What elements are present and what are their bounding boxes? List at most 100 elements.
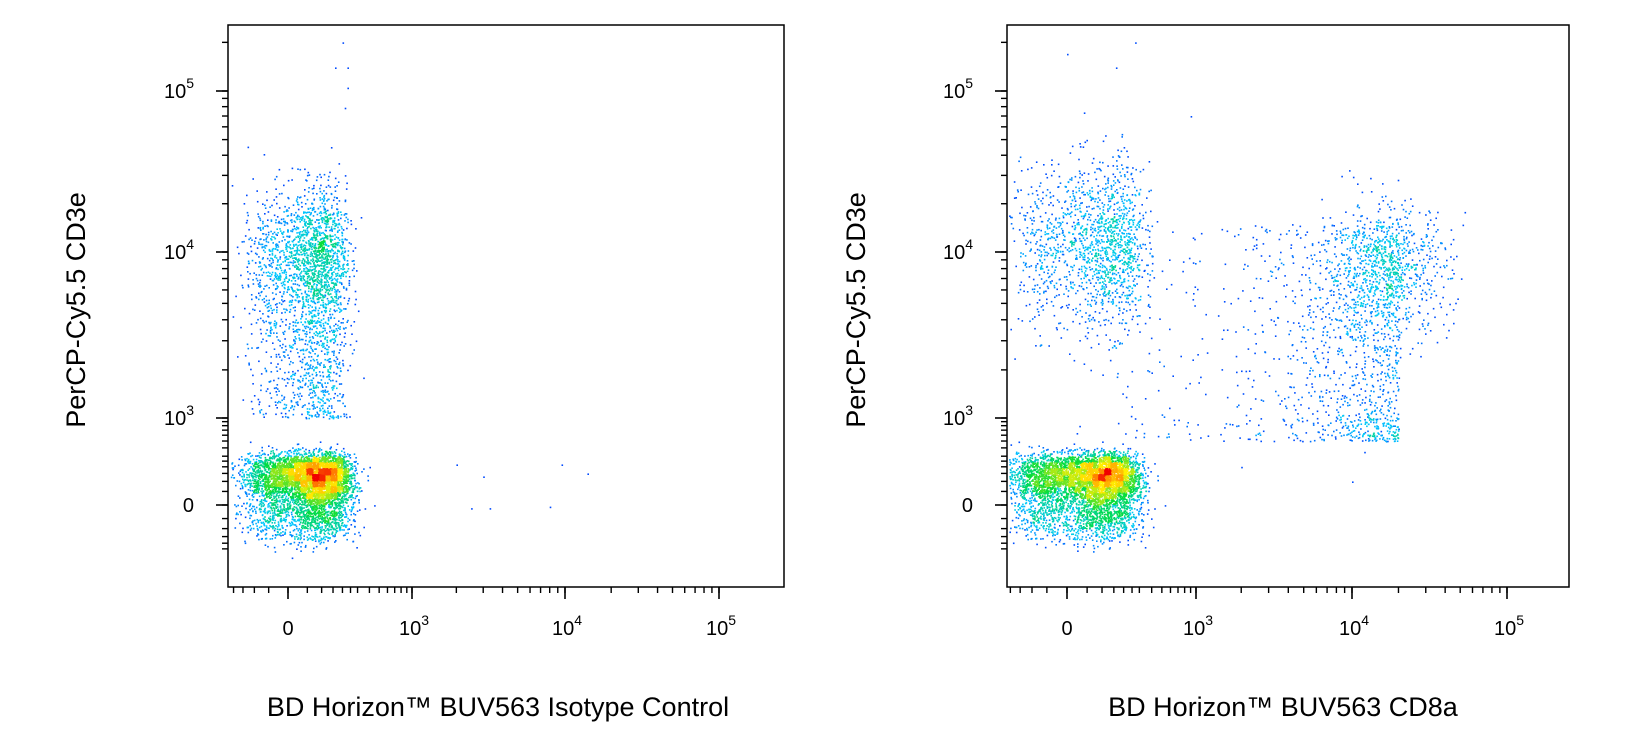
- event-dot: [273, 322, 276, 325]
- event-dot: [272, 452, 275, 454]
- event-dot: [259, 262, 261, 264]
- event-dot: [338, 501, 340, 503]
- event-dot: [316, 359, 318, 361]
- event-dot: [317, 288, 319, 291]
- event-dot: [341, 232, 344, 235]
- event-dot: [324, 270, 326, 272]
- event-dot: [312, 258, 314, 260]
- event-dot: [339, 528, 341, 530]
- event-dot: [255, 489, 258, 492]
- event-dot: [347, 218, 349, 221]
- event-dot: [327, 252, 330, 255]
- event-dot: [306, 216, 308, 218]
- event-dot: [350, 324, 352, 327]
- event-dot: [343, 287, 345, 289]
- event-dot: [321, 509, 323, 511]
- event-dot: [277, 500, 279, 503]
- event-dot: [259, 467, 261, 469]
- event-dot: [303, 460, 305, 462]
- event-dot: [275, 356, 278, 358]
- event-dot: [339, 244, 341, 247]
- event-dot: [355, 486, 357, 489]
- event-dot: [239, 470, 242, 473]
- event-dot: [278, 515, 281, 517]
- event-dot: [320, 340, 322, 342]
- event-dot: [297, 328, 300, 331]
- event-dot: [299, 360, 302, 363]
- event-dot: [304, 384, 306, 386]
- event-dot: [231, 462, 234, 464]
- event-dot: [317, 526, 320, 528]
- event-dot: [300, 497, 302, 500]
- event-dot: [254, 482, 256, 485]
- event-dot: [345, 289, 348, 291]
- event-dot: [283, 500, 286, 503]
- event-dot: [283, 224, 286, 226]
- event-dot: [289, 261, 291, 264]
- event-dot: [331, 451, 333, 453]
- event-dot: [249, 525, 251, 527]
- event-dot: [328, 376, 331, 378]
- event-dot: [279, 279, 281, 281]
- event-dot: [256, 200, 259, 203]
- event-dot: [258, 470, 260, 473]
- event-dot: [334, 268, 336, 271]
- event-dot: [319, 528, 322, 531]
- event-dot: [287, 287, 289, 289]
- event-dot: [354, 533, 356, 535]
- event-dot: [276, 526, 279, 528]
- event-dot: [330, 405, 333, 407]
- event-dot: [311, 207, 314, 210]
- event-dot: [296, 535, 298, 538]
- event-dot: [259, 279, 262, 282]
- event-dot: [235, 513, 238, 516]
- event-dot: [262, 462, 264, 465]
- event-dot: [335, 334, 338, 337]
- event-dot: [255, 476, 257, 479]
- event-dot: [336, 255, 338, 257]
- event-dot: [282, 519, 285, 521]
- event-dot: [330, 282, 333, 284]
- event-dot: [294, 290, 296, 292]
- event-dot: [292, 523, 294, 525]
- event-dot: [253, 395, 256, 397]
- event-dot: [281, 394, 283, 397]
- event-dot: [331, 329, 333, 332]
- event-dot: [337, 499, 339, 501]
- event-dot: [317, 274, 320, 276]
- event-dot: [273, 511, 276, 514]
- event-dot: [306, 223, 309, 225]
- event-dot: [325, 223, 328, 226]
- event-dot: [305, 377, 307, 380]
- event-dot: [321, 529, 323, 532]
- event-dot: [306, 254, 309, 256]
- event-dot: [258, 456, 261, 459]
- event-dot: [363, 468, 365, 470]
- event-dot: [318, 247, 320, 250]
- event-dot: [355, 467, 357, 469]
- event-dot: [321, 383, 323, 386]
- event-dot: [313, 404, 315, 406]
- event-dot: [321, 219, 324, 221]
- event-dot: [285, 349, 287, 351]
- event-dot: [278, 453, 280, 455]
- event-dot: [327, 370, 329, 373]
- event-dot: [290, 534, 292, 536]
- event-dot: [319, 273, 321, 276]
- event-dot: [253, 470, 256, 473]
- event-dot: [351, 333, 353, 335]
- event-dot: [296, 501, 299, 504]
- event-dot: [332, 243, 335, 245]
- event-dot: [337, 289, 339, 291]
- event-dot: [352, 488, 354, 490]
- event-dot: [284, 356, 286, 358]
- event-dot: [261, 449, 264, 452]
- event-dot: [335, 273, 337, 275]
- event-dot: [324, 402, 327, 404]
- event-dot: [317, 312, 319, 315]
- event-dot: [292, 324, 295, 327]
- event-dot: [284, 269, 286, 271]
- event-dot: [304, 305, 307, 308]
- event-dot: [316, 264, 319, 266]
- event-dot: [333, 350, 335, 353]
